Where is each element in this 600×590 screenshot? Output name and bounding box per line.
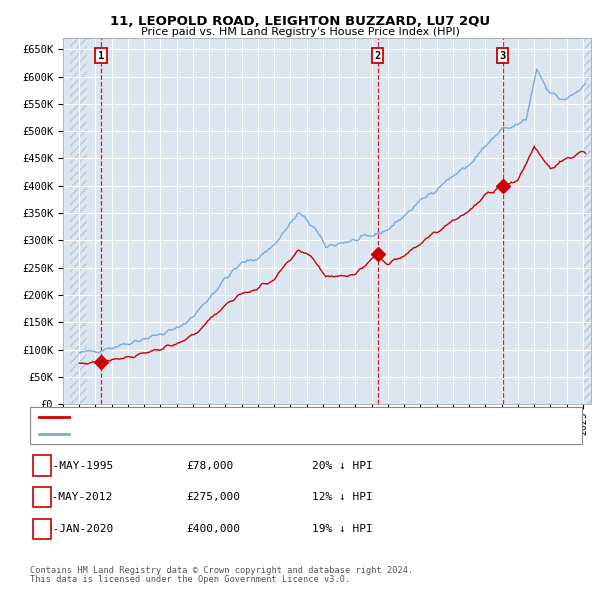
Text: 04-MAY-1995: 04-MAY-1995 bbox=[39, 461, 113, 470]
Text: 20% ↓ HPI: 20% ↓ HPI bbox=[312, 461, 373, 470]
Text: HPI: Average price, detached house, Central Bedfordshire: HPI: Average price, detached house, Cent… bbox=[75, 429, 425, 438]
Text: £400,000: £400,000 bbox=[186, 525, 240, 534]
Text: 3: 3 bbox=[499, 51, 506, 61]
Text: 2: 2 bbox=[374, 51, 380, 61]
Text: Contains HM Land Registry data © Crown copyright and database right 2024.: Contains HM Land Registry data © Crown c… bbox=[30, 566, 413, 575]
Text: 20-JAN-2020: 20-JAN-2020 bbox=[39, 525, 113, 534]
Text: 1: 1 bbox=[38, 461, 46, 470]
Text: This data is licensed under the Open Government Licence v3.0.: This data is licensed under the Open Gov… bbox=[30, 575, 350, 584]
Text: 2: 2 bbox=[38, 493, 46, 502]
Text: 11-MAY-2012: 11-MAY-2012 bbox=[39, 493, 113, 502]
Text: £275,000: £275,000 bbox=[186, 493, 240, 502]
Text: £78,000: £78,000 bbox=[186, 461, 233, 470]
Text: 3: 3 bbox=[38, 525, 46, 534]
Text: 11, LEOPOLD ROAD, LEIGHTON BUZZARD, LU7 2QU (detached house): 11, LEOPOLD ROAD, LEIGHTON BUZZARD, LU7 … bbox=[75, 412, 450, 421]
Text: 11, LEOPOLD ROAD, LEIGHTON BUZZARD, LU7 2QU: 11, LEOPOLD ROAD, LEIGHTON BUZZARD, LU7 … bbox=[110, 15, 490, 28]
Text: 19% ↓ HPI: 19% ↓ HPI bbox=[312, 525, 373, 534]
Text: 12% ↓ HPI: 12% ↓ HPI bbox=[312, 493, 373, 502]
Text: 1: 1 bbox=[98, 51, 104, 61]
Text: Price paid vs. HM Land Registry's House Price Index (HPI): Price paid vs. HM Land Registry's House … bbox=[140, 27, 460, 37]
